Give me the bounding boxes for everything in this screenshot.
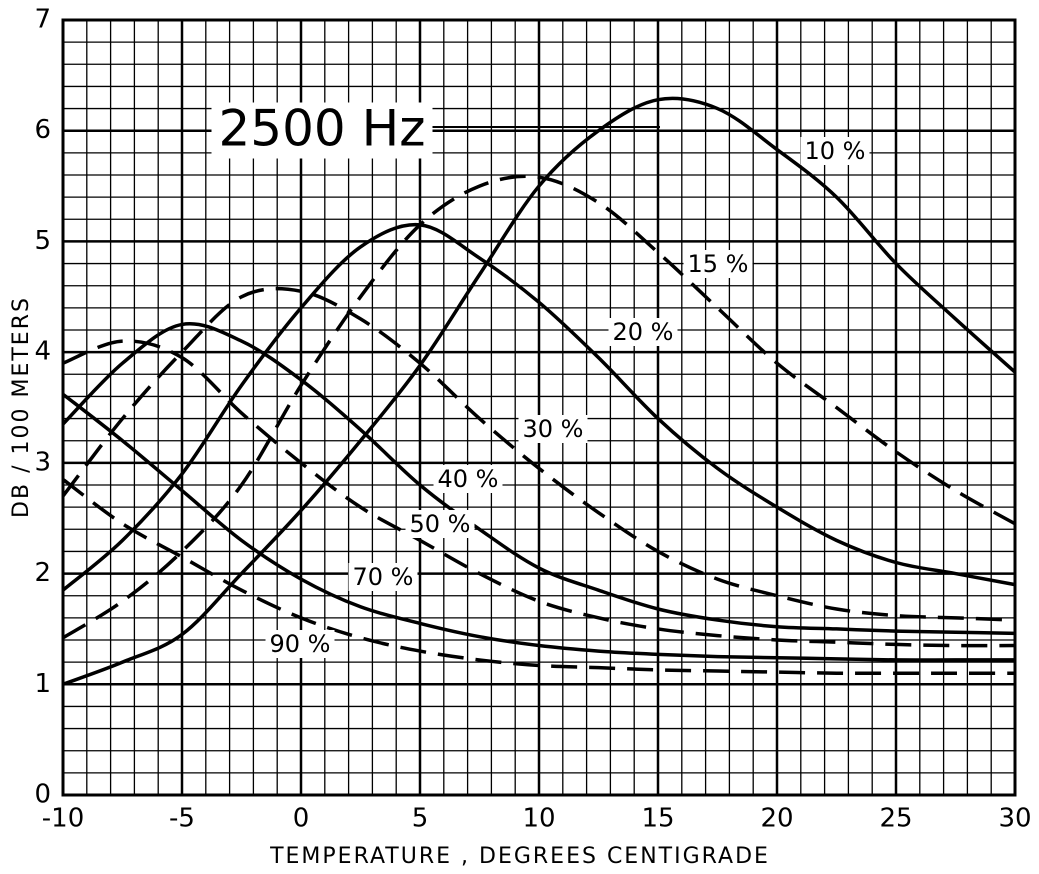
x-tick-label: 30 [998,804,1031,834]
y-axis-title: DB / 100 METERS [9,296,34,518]
series-label-bg [433,465,503,493]
x-tick-label: 0 [293,804,310,834]
x-tick-label: 5 [412,804,429,834]
series-line [61,392,1015,662]
series-line [61,286,1016,622]
series-line [62,174,1016,640]
series-line [62,96,1017,686]
series-label-bg [518,415,588,443]
series-line [61,478,1015,676]
series-label-bg [608,318,678,346]
series-label: 15 % [688,250,749,278]
y-tick-label: 4 [34,337,51,367]
series-label-bg [683,250,753,278]
title-box [211,102,433,159]
x-tick-label: 25 [879,804,912,834]
series-label-bg [265,630,335,658]
x-tick-label: 10 [522,804,555,834]
x-tick-label: 15 [641,804,674,834]
series-line [61,322,1016,636]
y-tick-label: 5 [34,226,51,256]
y-tick-label: 7 [34,5,51,35]
y-tick-label: 0 [34,780,51,810]
series-label: 10 % [805,137,866,165]
series-label: 40 % [438,465,499,493]
series-label: 70 % [353,563,414,591]
y-tick-label: 6 [34,115,51,145]
plot-frame [61,18,1017,797]
series-label-bg [800,137,870,165]
series-line [61,222,1016,592]
x-axis-title: TEMPERATURE , DEGREES CENTIGRADE [269,844,770,869]
x-tick-label: -10 [42,804,84,834]
y-tick-label: 2 [34,558,51,588]
series-label: 90 % [270,630,331,658]
series-label-bg [405,510,475,538]
series-line [62,339,1016,648]
y-tick-label: 1 [34,669,51,699]
series-label-bg [348,563,418,591]
x-tick-label: 20 [760,804,793,834]
series-label: 20 % [613,318,674,346]
y-tick-label: 3 [34,447,51,477]
series-label: 30 % [523,415,584,443]
chart-title: 2500 Hz [219,100,426,158]
x-tick-label: -5 [169,804,195,834]
series-label: 50 % [410,510,471,538]
